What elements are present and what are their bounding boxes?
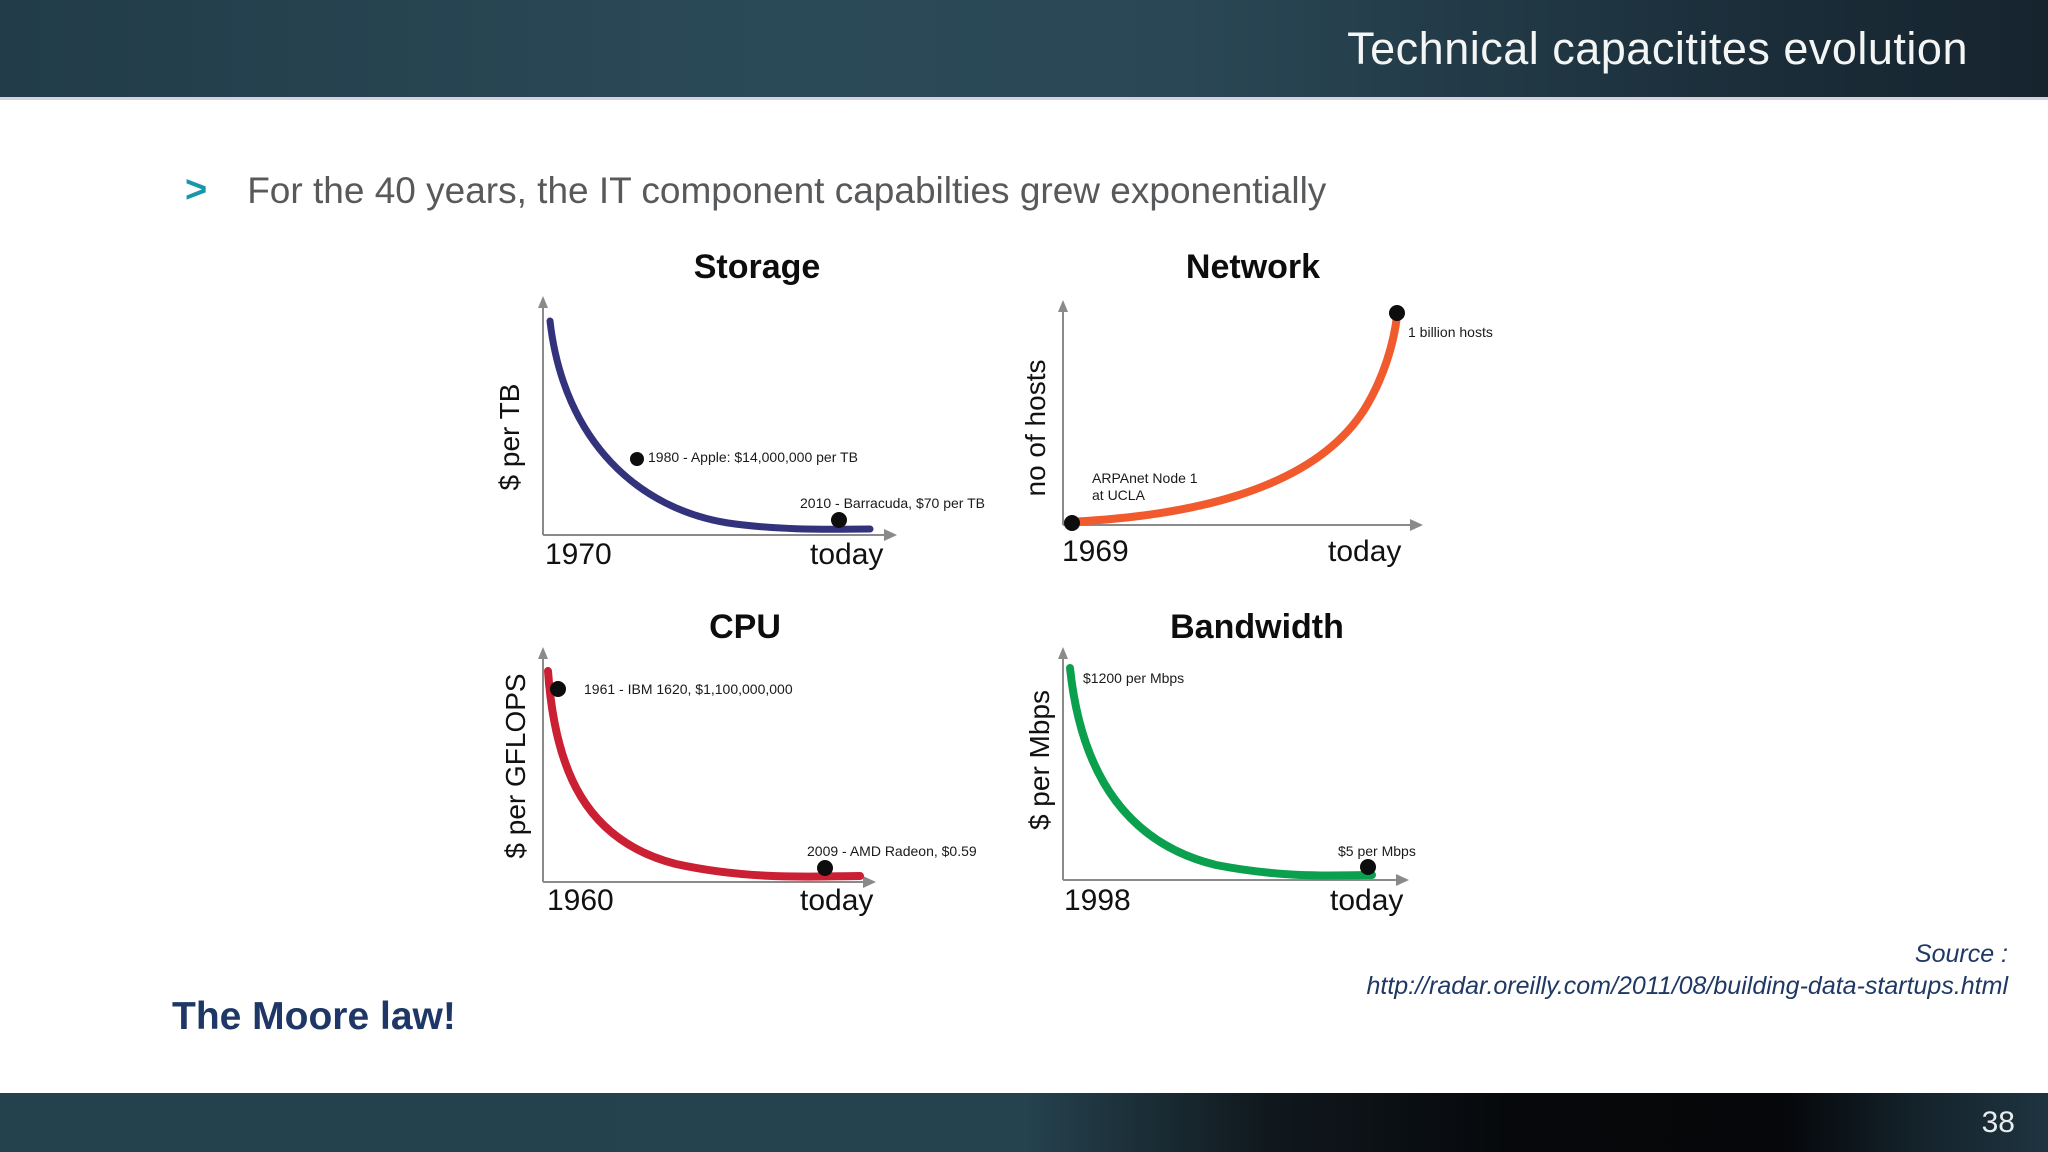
chart-title-cpu: CPU xyxy=(709,608,781,646)
storage-annotation-2010: 2010 - Barracuda, $70 per TB xyxy=(800,495,985,511)
cpu-xtick-end: today xyxy=(800,884,874,917)
footer-bar: 38 xyxy=(0,1093,2048,1152)
chart-title-network: Network xyxy=(1185,248,1321,286)
page-title: Technical capacitites evolution xyxy=(1347,22,1968,74)
chart-title-storage: Storage xyxy=(693,248,821,286)
network-plot xyxy=(1058,300,1423,531)
page-number: 38 xyxy=(1981,1105,2015,1139)
cpu-annotation-1961: 1961 - IBM 1620, $1,100,000,000 xyxy=(584,681,793,697)
bullet-row: > For the 40 years, the IT component cap… xyxy=(185,169,1327,213)
bandwidth-annotation-1200: $1200 per Mbps xyxy=(1083,670,1185,686)
bullet-arrow-icon: > xyxy=(185,169,208,211)
storage-y-axis-label: $ per TB xyxy=(494,383,525,491)
network-annotation-arpanet-line2: at UCLA xyxy=(1092,486,1145,503)
network-xtick-end: today xyxy=(1328,535,1402,568)
cpu-plot xyxy=(538,647,876,888)
bullet-text: For the 40 years, the IT component capab… xyxy=(247,170,1327,211)
bandwidth-plot xyxy=(1058,647,1409,886)
bandwidth-xtick-end: today xyxy=(1330,884,1404,917)
storage-plot xyxy=(538,296,897,541)
network-xtick-start: 1969 xyxy=(1062,535,1129,568)
source-block: Source : http://radar.oreilly.com/2011/0… xyxy=(1366,938,2008,1002)
storage-xtick-start: 1970 xyxy=(545,538,612,571)
cpu-annotation-2009: 2009 - AMD Radeon, $0.59 xyxy=(807,843,977,859)
network-annotation-arpanet: ARPAnet Node 1 at UCLA xyxy=(1092,470,1198,504)
bandwidth-annotation-5: $5 per Mbps xyxy=(1338,843,1416,859)
moore-law-caption: The Moore law! xyxy=(172,995,456,1038)
network-annotation-hosts: 1 billion hosts xyxy=(1408,324,1493,340)
storage-annotation-1980: 1980 - Apple: $14,000,000 per TB xyxy=(648,449,858,465)
source-url: http://radar.oreilly.com/2011/08/buildin… xyxy=(1366,972,2008,1000)
header-bar: Technical capacitites evolution xyxy=(0,0,2048,100)
network-annotation-arpanet-line1: ARPAnet Node 1 xyxy=(1092,470,1198,486)
cpu-xtick-start: 1960 xyxy=(547,884,614,917)
bandwidth-xtick-start: 1998 xyxy=(1064,884,1131,917)
source-label: Source : xyxy=(1914,940,2008,968)
chart-title-bandwidth: Bandwidth xyxy=(1170,608,1344,646)
storage-xtick-end: today xyxy=(810,538,884,571)
